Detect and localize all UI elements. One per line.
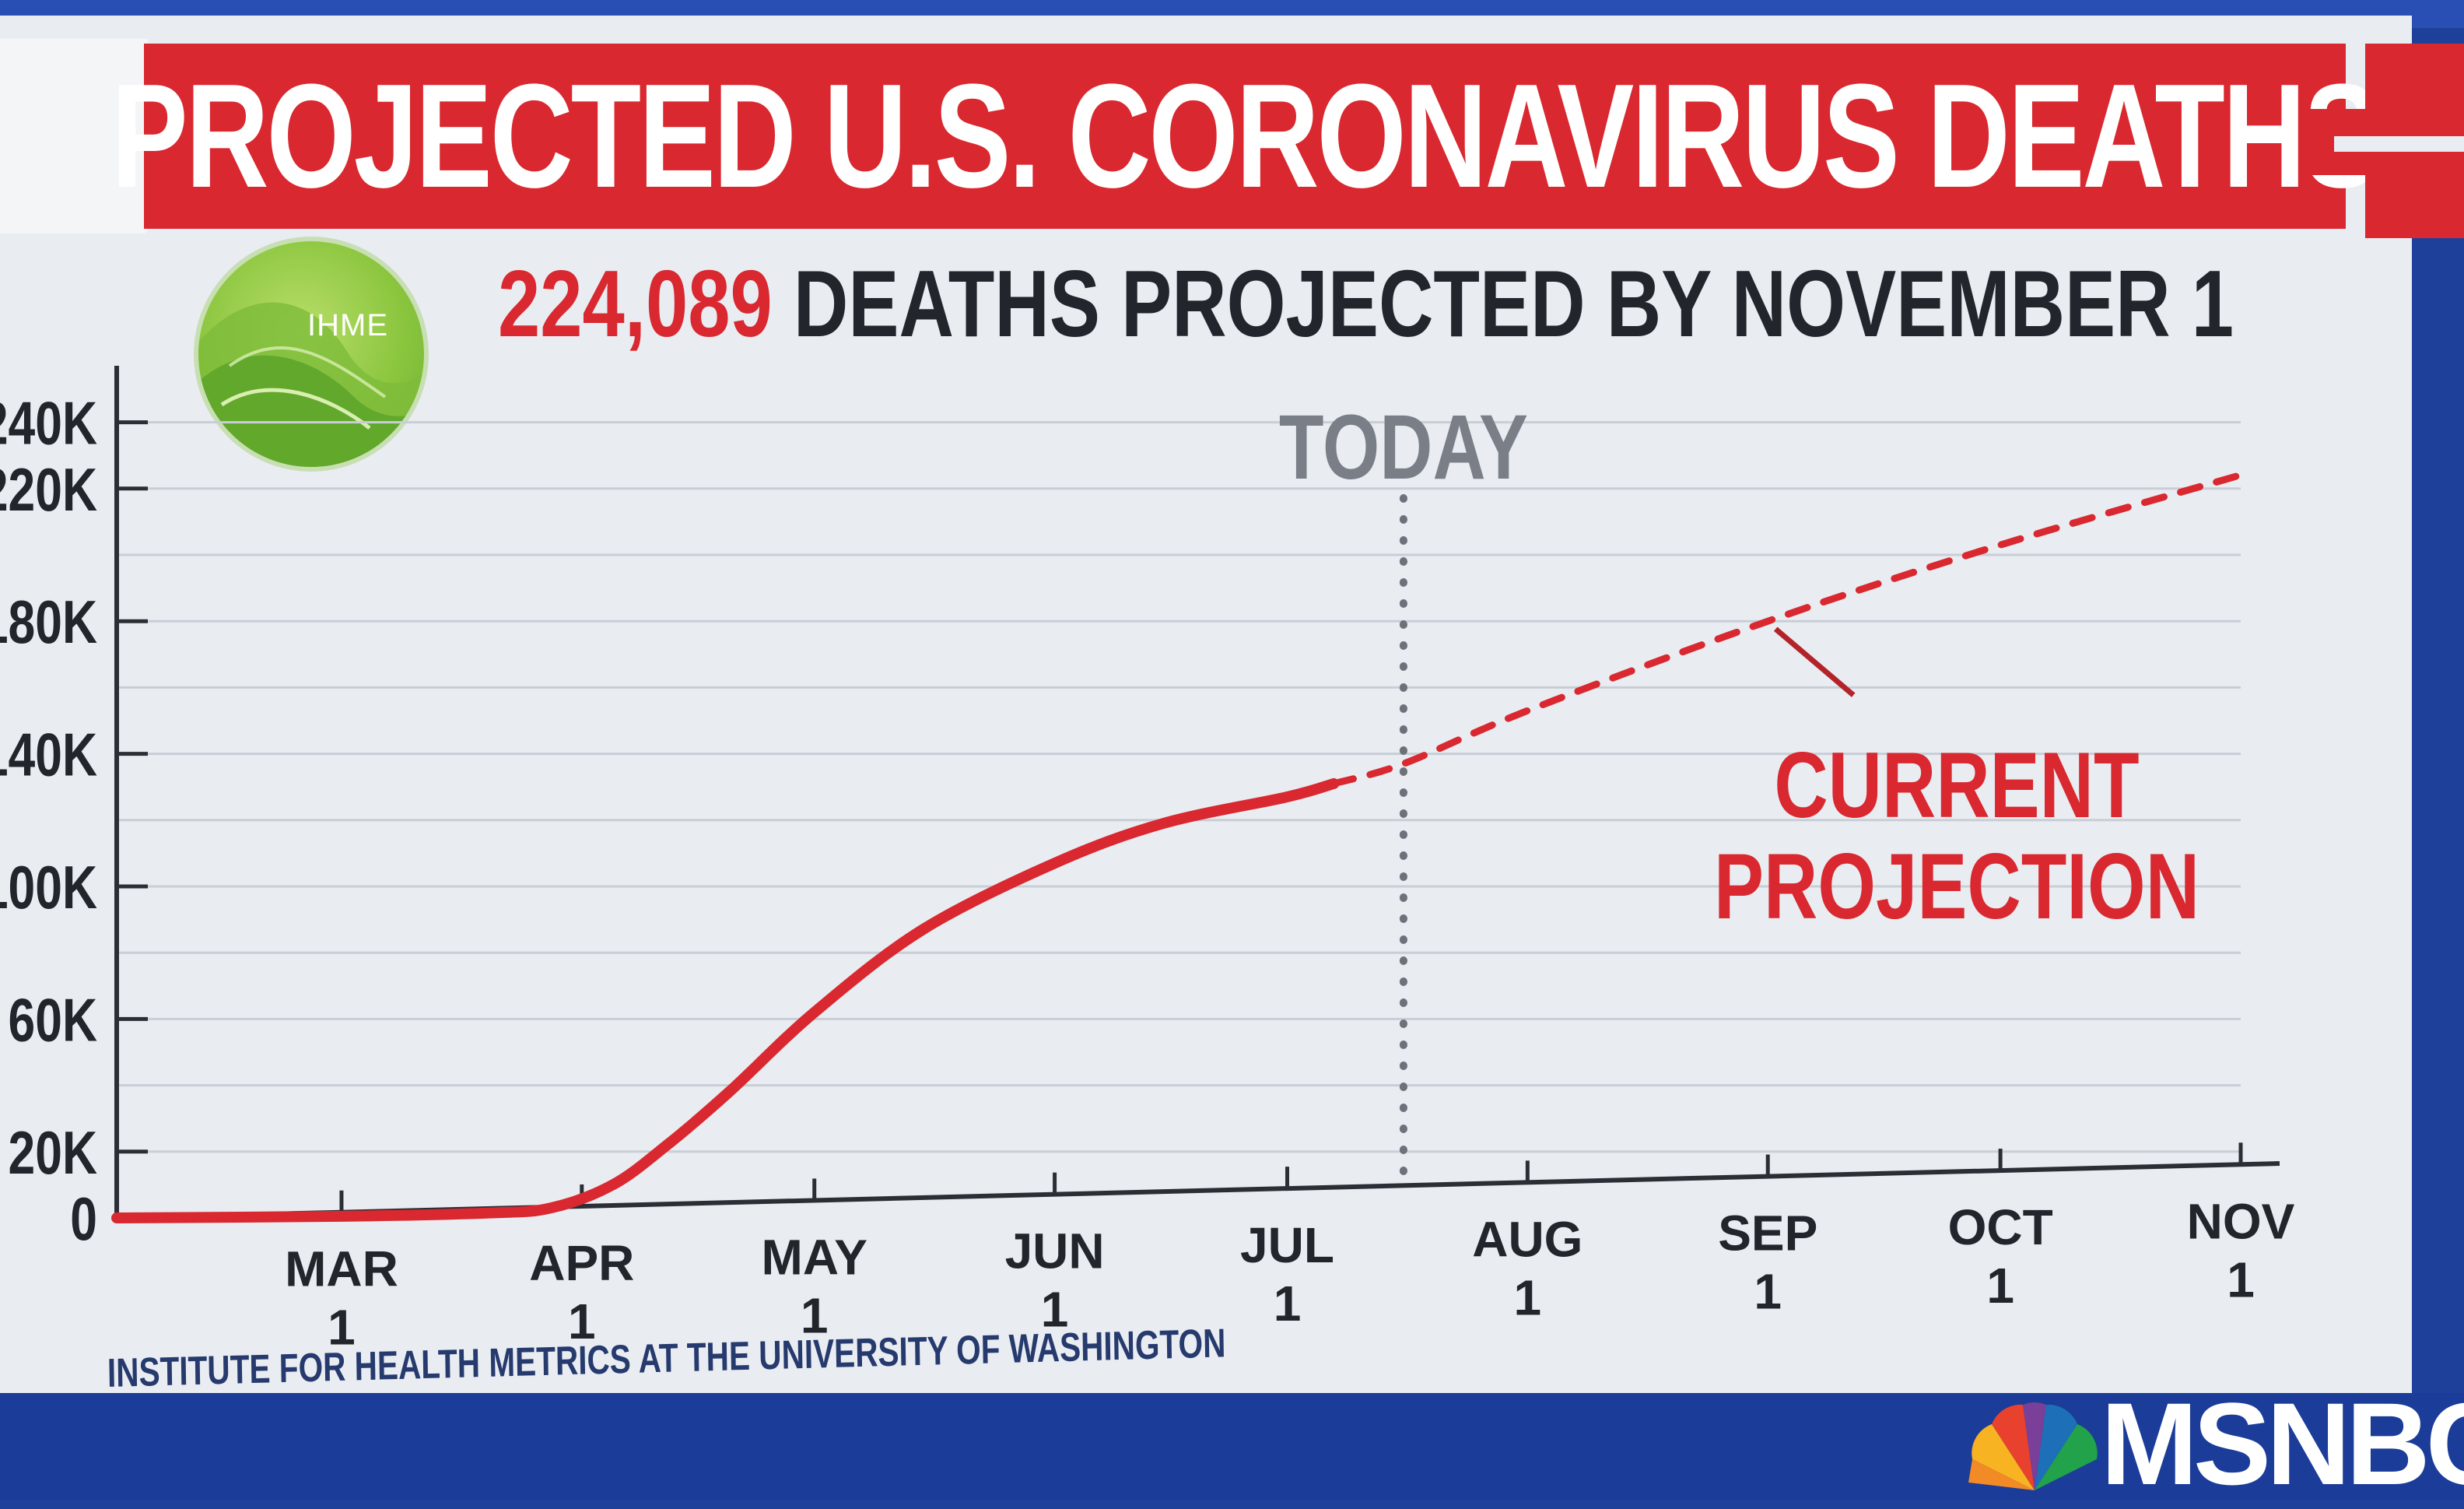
x-tick-day-label: 1 [1041, 1282, 1069, 1338]
x-tick-day-label: 1 [801, 1287, 829, 1343]
x-tick-month-label: NOV [2187, 1193, 2295, 1249]
logo-text: IHME [307, 308, 388, 342]
annotations: TODAY CURRENT PROJECTION [1279, 395, 2199, 939]
chart-subtitle: 224,089 DEATHS PROJECTED BY NOVEMBER 1 [498, 249, 2234, 366]
projected-deaths-number: 224,089 [498, 251, 773, 356]
x-tick-day-label: 1 [1274, 1276, 1302, 1332]
ihme-logo: IHME [198, 241, 424, 467]
projection-label-line2: PROJECTION [1714, 835, 2199, 939]
subtitle-text: DEATHS PROJECTED BY NOVEMBER 1 [793, 251, 2234, 356]
red-cross-gap [2334, 136, 2464, 152]
gridlines [117, 421, 2241, 1153]
y-tick-label: 20K [9, 1118, 97, 1186]
x-tick-day-label: 1 [1754, 1264, 1782, 1320]
x-tick-month-label: JUN [1005, 1223, 1105, 1279]
reported-deaths-line [111, 777, 1340, 1223]
peacock-icon [1968, 1402, 2098, 1490]
leaf-wave-icon [198, 302, 424, 467]
projection-pointer-line [1773, 626, 1856, 697]
x-tick-day-label: 1 [1514, 1269, 1542, 1325]
broadcast-screen: PROJECTED U.S. CORONAVIRUS DEATHS 224,08… [0, 16, 2464, 1409]
y-tick-label: 140K [0, 721, 97, 788]
x-tick-month-label: AUG [1472, 1211, 1582, 1267]
x-tick-month-label: MAR [285, 1241, 398, 1297]
title-banner: PROJECTED U.S. CORONAVIRUS DEATHS [111, 44, 2381, 229]
projection-label-line1: CURRENT [1774, 734, 2139, 838]
y-tick-label: 0 [70, 1184, 97, 1252]
y-tick-label: 100K [0, 853, 97, 921]
network-logo-text: MSNBC [2101, 1378, 2464, 1509]
x-tick-month-label: JUL [1240, 1217, 1334, 1273]
projection-dashed-line [1330, 471, 2245, 788]
x-tick-month-label: OCT [1948, 1199, 2053, 1255]
x-tick-day-label: 1 [568, 1293, 596, 1349]
x-tick-month-label: SEP [1718, 1205, 1817, 1262]
chart-area: 020K60K100K140K180K220K240K MAR1APR1MAY1… [0, 366, 2295, 1356]
today-label: TODAY [1279, 395, 1528, 499]
x-tick-day-label: 1 [1986, 1258, 2014, 1314]
y-tick-label: 180K [0, 588, 97, 656]
x-tick-month-label: APR [529, 1235, 634, 1291]
y-tick-label: 60K [9, 986, 97, 1054]
x-tick-day-label: 1 [2227, 1251, 2255, 1307]
y-tick-label: 220K [0, 455, 97, 523]
chart-title: PROJECTED U.S. CORONAVIRUS DEATHS [111, 54, 2381, 219]
series-lines [111, 471, 2245, 1223]
corner-tab [0, 39, 148, 233]
x-tick-month-label: MAY [762, 1229, 867, 1285]
x-tick-day-label: 1 [328, 1300, 356, 1356]
y-tick-label: 240K [0, 389, 97, 457]
